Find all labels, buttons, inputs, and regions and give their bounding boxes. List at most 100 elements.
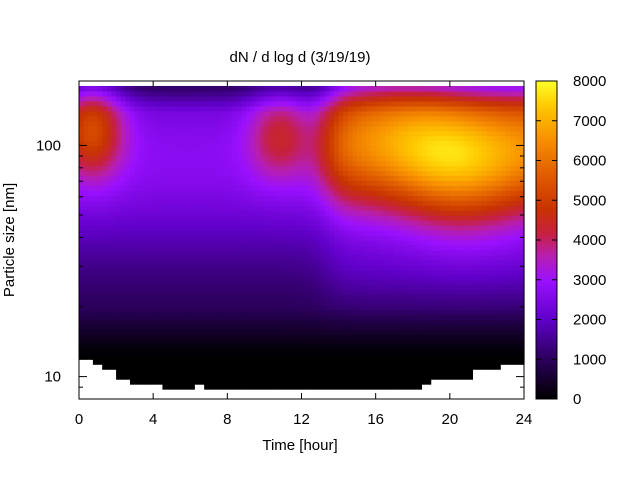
heatmap-cell	[324, 160, 330, 167]
heatmap-cell	[236, 95, 242, 102]
heatmap-cell	[375, 190, 381, 196]
heatmap-cell	[422, 160, 428, 167]
heatmap-cell	[213, 369, 219, 375]
heatmap-cell	[236, 215, 242, 221]
heatmap-cell	[134, 220, 140, 226]
heatmap-cell	[384, 155, 391, 162]
heatmap-cell	[157, 225, 164, 231]
heatmap-cell	[204, 230, 210, 236]
heatmap-cell	[83, 135, 89, 142]
heatmap-cell	[431, 339, 437, 345]
heatmap-cell	[282, 150, 289, 157]
heatmap-cell	[338, 85, 344, 92]
heatmap-cell	[398, 170, 405, 177]
heatmap-cell	[116, 389, 122, 395]
heatmap-cell	[245, 259, 252, 266]
heatmap-cell	[329, 220, 335, 226]
heatmap-cell	[106, 205, 113, 211]
heatmap-cell	[167, 359, 173, 365]
heatmap-cell	[306, 324, 312, 331]
heatmap-cell	[111, 349, 117, 355]
heatmap-cell	[171, 389, 177, 395]
heatmap-cell	[366, 190, 372, 196]
heatmap-cell	[347, 384, 354, 390]
heatmap-cell	[231, 230, 238, 236]
heatmap-cell	[296, 210, 303, 216]
heatmap-cell	[343, 100, 349, 107]
heatmap-cell	[371, 110, 377, 117]
heatmap-cell	[148, 110, 154, 117]
heatmap-cell	[296, 200, 303, 206]
heatmap-cell	[180, 185, 187, 191]
heatmap-cell	[306, 140, 312, 147]
heatmap-cell	[408, 319, 414, 326]
heatmap-cell	[218, 140, 224, 147]
heatmap-cell	[278, 240, 284, 246]
heatmap-cell	[79, 100, 85, 107]
heatmap-cell	[106, 354, 113, 360]
heatmap-cell	[343, 314, 349, 321]
heatmap-cell	[278, 344, 284, 350]
heatmap-cell	[380, 160, 386, 167]
heatmap-cell	[83, 284, 89, 291]
heatmap-cell	[287, 269, 293, 276]
heatmap-cell	[371, 394, 377, 400]
heatmap-cell	[180, 379, 187, 385]
heatmap-cell	[306, 220, 312, 226]
heatmap-cell	[245, 394, 252, 400]
heatmap-cell	[329, 175, 335, 181]
heatmap-cell	[375, 349, 381, 355]
heatmap-cell	[143, 120, 150, 127]
heatmap-cell	[106, 210, 113, 216]
heatmap-cell	[236, 334, 242, 340]
heatmap-cell	[398, 185, 405, 191]
heatmap-cell	[417, 334, 423, 340]
heatmap-cell	[250, 215, 256, 221]
heatmap-cell	[120, 220, 126, 226]
heatmap-cell	[264, 145, 270, 152]
heatmap-cell	[306, 319, 312, 326]
heatmap-cell	[83, 354, 89, 360]
heatmap-cell	[162, 160, 168, 167]
heatmap-cell	[338, 294, 344, 301]
heatmap-cell	[361, 115, 367, 122]
heatmap-cell	[324, 105, 330, 112]
heatmap-cell	[264, 334, 270, 340]
heatmap-cell	[389, 274, 395, 281]
heatmap-cell	[431, 180, 437, 186]
heatmap-cell	[129, 329, 136, 336]
heatmap-cell	[116, 334, 122, 340]
heatmap-cell	[315, 264, 321, 271]
heatmap-cell	[106, 284, 113, 291]
heatmap-cell	[92, 120, 99, 127]
heatmap-cell	[389, 140, 395, 147]
heatmap-cell	[222, 259, 228, 266]
heatmap-cell	[375, 110, 381, 117]
heatmap-cell	[213, 334, 219, 340]
heatmap-cell	[287, 110, 293, 117]
heatmap-cell	[120, 105, 126, 112]
heatmap-cell	[218, 254, 224, 261]
heatmap-cell	[153, 110, 159, 117]
heatmap-cell	[282, 299, 289, 306]
heatmap-cell	[320, 125, 326, 132]
heatmap-cell	[236, 170, 242, 177]
heatmap-cell	[296, 339, 303, 345]
heatmap-cell	[343, 379, 349, 385]
heatmap-cell	[310, 170, 317, 177]
heatmap-cell	[329, 115, 335, 122]
heatmap-cell	[408, 100, 414, 107]
heatmap-cell	[264, 105, 270, 112]
heatmap-cell	[199, 259, 205, 266]
heatmap-cell	[250, 329, 256, 336]
heatmap-cell	[264, 135, 270, 142]
heatmap-cell	[241, 314, 247, 321]
heatmap-cell	[218, 175, 224, 181]
heatmap-cell	[88, 185, 94, 191]
heatmap-cell	[338, 95, 344, 102]
heatmap-cell	[139, 225, 145, 231]
heatmap-cell	[180, 165, 187, 172]
heatmap-cell	[185, 115, 191, 122]
heatmap-cell	[259, 220, 266, 226]
heatmap-cell	[296, 150, 303, 157]
